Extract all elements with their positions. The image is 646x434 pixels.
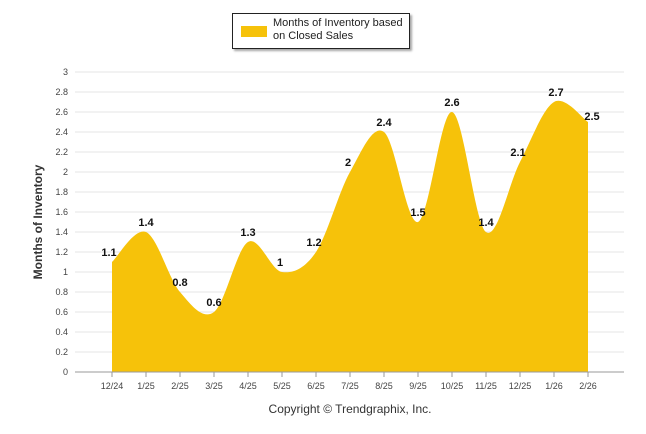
data-labels: 1.1 1.4 0.8 0.6 1.3 1 1.2 2 2.4 1.5 2.6 1.4 2.1 2.7 2.… xyxy=(101,87,599,309)
y-tick-label: 2.6 xyxy=(55,107,68,117)
x-tick-label: 2/26 xyxy=(579,381,597,391)
x-tick-label: 6/25 xyxy=(307,381,325,391)
data-label: 1.3 xyxy=(240,227,255,239)
legend: Months of Inventory based on Closed Sale… xyxy=(232,13,410,49)
data-label: 1.4 xyxy=(478,217,494,229)
x-tick-label: 3/25 xyxy=(205,381,223,391)
x-tick-label: 12/25 xyxy=(509,381,532,391)
x-tick-label: 7/25 xyxy=(341,381,359,391)
y-tick-label: 2.8 xyxy=(55,87,68,97)
y-tick-label: 1.8 xyxy=(55,187,68,197)
data-label: 1.4 xyxy=(138,217,154,229)
y-tick-label: 1.6 xyxy=(55,207,68,217)
y-tick-label: 3 xyxy=(63,67,68,77)
x-tick-label: 4/25 xyxy=(239,381,257,391)
copyright-text: Copyright © Trendgraphix, Inc. xyxy=(268,402,432,416)
x-tick-label: 5/25 xyxy=(273,381,291,391)
y-tick-label: 2.2 xyxy=(55,147,68,157)
area-series xyxy=(112,100,588,373)
legend-swatch xyxy=(241,26,267,37)
data-label: 2.4 xyxy=(376,117,392,129)
y-axis-ticks: 0 0.2 0.4 0.6 0.8 1 1.2 1.4 1.6 1.8 2 2.2 2.4 2.6 2.8 3 xyxy=(55,67,68,377)
y-tick-label: 0.2 xyxy=(55,347,68,357)
x-tick-label: 1/25 xyxy=(137,381,155,391)
y-tick-label: 2 xyxy=(63,167,68,177)
data-label: 2.6 xyxy=(444,97,459,109)
x-tick-label: 10/25 xyxy=(441,381,464,391)
x-tick-label: 9/25 xyxy=(409,381,427,391)
data-label: 2.5 xyxy=(584,111,599,123)
y-tick-label: 0.8 xyxy=(55,287,68,297)
data-label: 2.7 xyxy=(548,87,563,99)
y-tick-label: 2.4 xyxy=(55,127,68,137)
data-label: 0.8 xyxy=(172,277,187,289)
series-area xyxy=(112,100,588,373)
y-tick-label: 1.4 xyxy=(55,227,68,237)
y-axis-label: Months of Inventory xyxy=(31,164,45,280)
legend-entry: Months of Inventory based on Closed Sale… xyxy=(273,17,403,42)
data-label: 2.1 xyxy=(510,147,525,159)
x-tick-label: 11/25 xyxy=(475,381,497,391)
x-tick-label: 8/25 xyxy=(375,381,393,391)
y-tick-label: 1 xyxy=(63,267,68,277)
y-tick-label: 0 xyxy=(63,367,68,377)
data-label: 1.5 xyxy=(410,207,425,219)
data-label: 1 xyxy=(277,257,283,269)
data-label: 1.2 xyxy=(306,237,321,249)
x-axis-ticks: 12/24 1/25 2/25 3/25 4/25 5/25 6/25 7/25 8/25 9/2… xyxy=(101,372,597,391)
y-tick-label: 1.2 xyxy=(55,247,68,257)
data-label: 0.6 xyxy=(206,297,221,309)
y-tick-label: 0.6 xyxy=(55,307,68,317)
x-tick-label: 12/24 xyxy=(101,381,124,391)
data-label: 2 xyxy=(345,157,351,169)
x-tick-label: 2/25 xyxy=(171,381,189,391)
y-tick-label: 0.4 xyxy=(55,327,68,337)
data-label: 1.1 xyxy=(101,247,116,259)
x-tick-label: 1/26 xyxy=(545,381,563,391)
